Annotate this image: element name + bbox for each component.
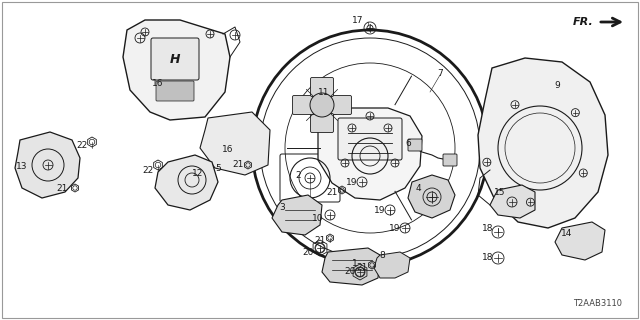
Polygon shape [155, 155, 218, 210]
Text: 15: 15 [494, 188, 506, 196]
Polygon shape [322, 248, 380, 285]
Polygon shape [200, 112, 270, 175]
Text: 7: 7 [437, 68, 443, 77]
Text: 21: 21 [232, 159, 244, 169]
Polygon shape [318, 108, 422, 200]
Polygon shape [478, 58, 608, 228]
Polygon shape [555, 222, 605, 260]
Text: 10: 10 [312, 213, 324, 222]
Text: 21: 21 [314, 236, 326, 244]
Text: 21: 21 [326, 188, 338, 196]
Text: 6: 6 [405, 139, 411, 148]
Polygon shape [374, 252, 410, 278]
FancyBboxPatch shape [328, 95, 351, 115]
FancyBboxPatch shape [151, 38, 199, 80]
Polygon shape [408, 175, 455, 218]
FancyBboxPatch shape [310, 114, 333, 132]
Text: 22: 22 [76, 140, 88, 149]
Text: 16: 16 [222, 145, 234, 154]
Text: H: H [170, 52, 180, 66]
Text: 1: 1 [352, 259, 358, 268]
Text: T2AAB3110: T2AAB3110 [573, 299, 622, 308]
Text: 21: 21 [356, 263, 368, 273]
Text: 20: 20 [344, 268, 356, 276]
Text: 20: 20 [302, 247, 314, 257]
Text: 12: 12 [192, 169, 204, 178]
Text: 19: 19 [346, 178, 358, 187]
Text: 19: 19 [389, 223, 401, 233]
FancyBboxPatch shape [156, 81, 194, 101]
Text: FR.: FR. [573, 17, 594, 27]
Polygon shape [123, 20, 230, 120]
Polygon shape [272, 195, 322, 235]
Text: 22: 22 [142, 165, 154, 174]
FancyBboxPatch shape [292, 95, 316, 115]
FancyBboxPatch shape [443, 154, 457, 166]
Text: 13: 13 [16, 162, 28, 171]
Text: 9: 9 [554, 81, 560, 90]
Text: 21: 21 [56, 183, 68, 193]
Circle shape [310, 93, 334, 117]
Text: 18: 18 [483, 223, 493, 233]
FancyBboxPatch shape [310, 77, 333, 97]
Text: 11: 11 [318, 87, 330, 97]
Text: 4: 4 [415, 183, 421, 193]
Polygon shape [490, 185, 535, 218]
FancyBboxPatch shape [408, 139, 422, 151]
Text: 19: 19 [374, 205, 386, 214]
Text: 14: 14 [561, 228, 573, 237]
Text: 5: 5 [215, 164, 221, 172]
Text: 17: 17 [352, 15, 364, 25]
Text: 2: 2 [295, 171, 301, 180]
Text: 3: 3 [279, 203, 285, 212]
Text: 8: 8 [379, 252, 385, 260]
FancyBboxPatch shape [338, 118, 402, 160]
Polygon shape [15, 132, 80, 198]
Text: 16: 16 [152, 78, 164, 87]
Text: 18: 18 [483, 253, 493, 262]
